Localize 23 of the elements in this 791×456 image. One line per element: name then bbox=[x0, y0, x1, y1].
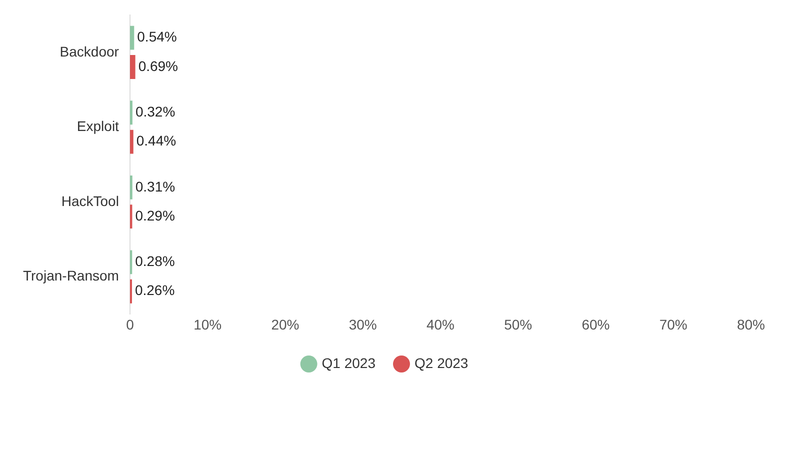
y-tick-label: Backdoor bbox=[60, 43, 120, 60]
data-label: 0.28% bbox=[135, 253, 175, 270]
x-tick-label: 10% bbox=[194, 316, 222, 332]
data-label: 0.29% bbox=[135, 207, 175, 224]
x-tick-label: 0 bbox=[126, 316, 134, 332]
data-label: 0.44% bbox=[136, 132, 176, 149]
x-tick-label: 40% bbox=[426, 316, 454, 332]
y-tick-label: Trojan-Ransom bbox=[22, 268, 119, 284]
y-tick-label: HackTool bbox=[61, 192, 119, 209]
legend-label: Q1 2023 bbox=[322, 354, 376, 371]
data-label: 0.31% bbox=[135, 178, 176, 194]
data-label: 0.32% bbox=[135, 103, 176, 120]
data-label: 0.26% bbox=[134, 282, 175, 298]
x-tick-label: 20% bbox=[271, 316, 300, 332]
data-label: 0.69% bbox=[138, 58, 178, 74]
x-tick-label: 30% bbox=[348, 316, 377, 332]
legend-label: Q2 2023 bbox=[414, 354, 468, 371]
data-label: 0.54% bbox=[137, 28, 177, 45]
x-tick-label: 60% bbox=[582, 316, 610, 332]
x-tick-label: 50% bbox=[504, 316, 532, 332]
y-tick-label: Exploit bbox=[76, 118, 120, 134]
x-tick-label: 70% bbox=[659, 316, 688, 332]
x-tick-label: 80% bbox=[736, 316, 766, 332]
